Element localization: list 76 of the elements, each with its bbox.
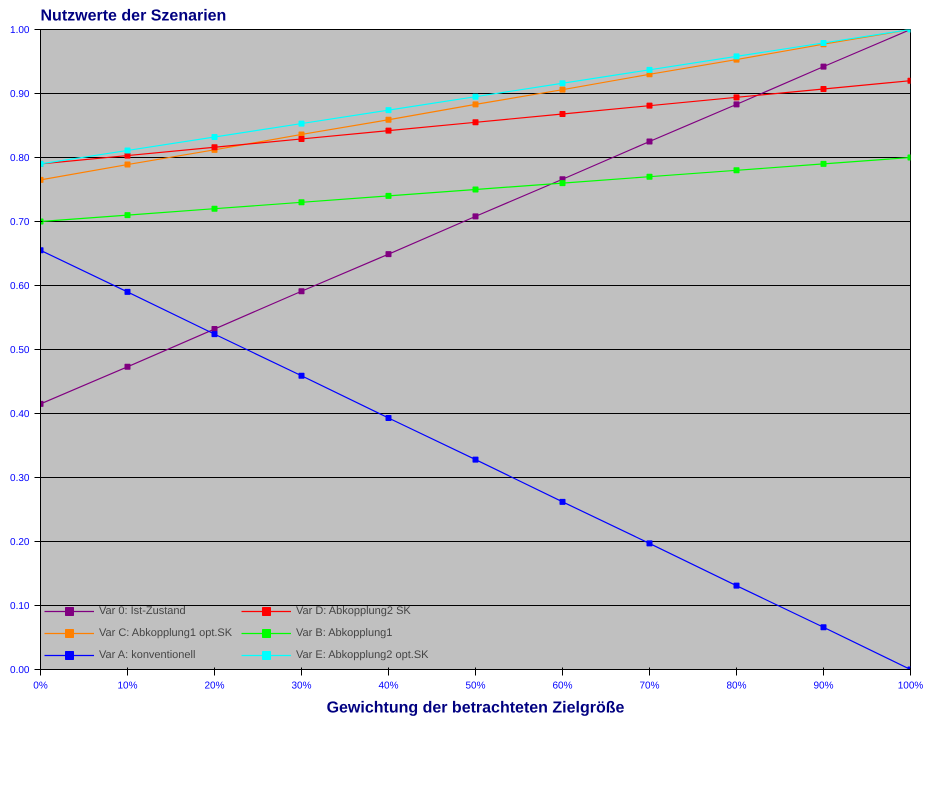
legend-label: Var 0: Ist-Zustand xyxy=(99,605,187,617)
y-tick-label: 0.00 xyxy=(10,665,30,676)
point xyxy=(386,414,392,421)
point xyxy=(734,94,740,100)
point xyxy=(124,147,130,154)
point xyxy=(472,119,478,126)
point xyxy=(298,120,304,127)
point xyxy=(124,212,130,218)
y-tick-label: 0.70 xyxy=(10,217,30,228)
x-tick-label: 90% xyxy=(813,680,834,692)
y-tick-label: 0.90 xyxy=(10,89,30,100)
point xyxy=(646,174,652,180)
legend-label: Var A: konventionell xyxy=(99,649,196,661)
y-tick-label: 1.00 xyxy=(10,25,30,36)
point xyxy=(820,160,826,167)
x-tick-label: 30% xyxy=(291,680,312,692)
point xyxy=(734,101,740,108)
point xyxy=(212,134,218,140)
point xyxy=(386,128,392,134)
legend-label: Var D: Abkopplung2 SK xyxy=(296,605,412,617)
point xyxy=(560,80,566,86)
point xyxy=(560,110,566,117)
point xyxy=(124,288,130,295)
y-tick-label: 0.60 xyxy=(10,281,30,292)
point xyxy=(124,162,130,168)
point xyxy=(386,192,392,199)
y-tick-label: 0.40 xyxy=(10,409,30,420)
point xyxy=(386,116,392,123)
point xyxy=(646,540,652,546)
x-axis-title: Gewichtung der betrachteten Zielgröße xyxy=(326,700,625,716)
y-tick-label: 0.30 xyxy=(10,473,30,484)
x-tick-label: 10% xyxy=(117,680,138,692)
point xyxy=(646,102,652,109)
x-tick-label: 60% xyxy=(552,680,573,692)
point xyxy=(386,107,392,114)
point xyxy=(560,498,566,505)
point xyxy=(646,138,652,144)
point xyxy=(820,64,826,70)
x-tick-label: 50% xyxy=(465,680,486,692)
legend-label: Var B: Abkopplung1 xyxy=(296,627,394,639)
point xyxy=(298,288,304,294)
point xyxy=(646,66,652,73)
legend-label: Var E: Abkopplung2 opt.SK xyxy=(296,649,430,661)
point xyxy=(212,206,218,212)
point xyxy=(734,582,740,589)
point xyxy=(560,86,566,93)
point xyxy=(734,53,740,60)
y-tick-label: 0.20 xyxy=(10,537,30,548)
point xyxy=(820,624,826,630)
point xyxy=(472,186,478,192)
point xyxy=(212,144,218,150)
x-tick-label: 80% xyxy=(726,680,747,692)
point xyxy=(472,101,478,108)
point xyxy=(820,86,826,92)
point xyxy=(734,167,740,174)
point xyxy=(298,199,304,206)
point xyxy=(472,456,478,463)
x-tick-label: 0% xyxy=(33,680,48,692)
y-tick-label: 0.10 xyxy=(10,601,30,612)
y-tick-label: 0.80 xyxy=(10,153,30,164)
point xyxy=(472,213,478,220)
x-tick-label: 40% xyxy=(378,680,399,692)
legend-label: Var C: Abkopplung1 opt.SK xyxy=(99,627,234,639)
point xyxy=(298,136,304,142)
point xyxy=(472,94,478,100)
x-tick-label: 100% xyxy=(898,680,924,692)
x-tick-label: 20% xyxy=(204,680,225,692)
y-tick-label: 0.50 xyxy=(10,345,30,356)
point xyxy=(124,364,130,370)
point xyxy=(298,372,304,379)
point xyxy=(212,331,218,338)
x-tick-label: 70% xyxy=(639,680,660,692)
chart-title: Nutzwerte der Szenarien xyxy=(40,8,226,24)
point xyxy=(386,251,392,258)
line-series xyxy=(40,154,910,224)
point xyxy=(560,180,566,186)
